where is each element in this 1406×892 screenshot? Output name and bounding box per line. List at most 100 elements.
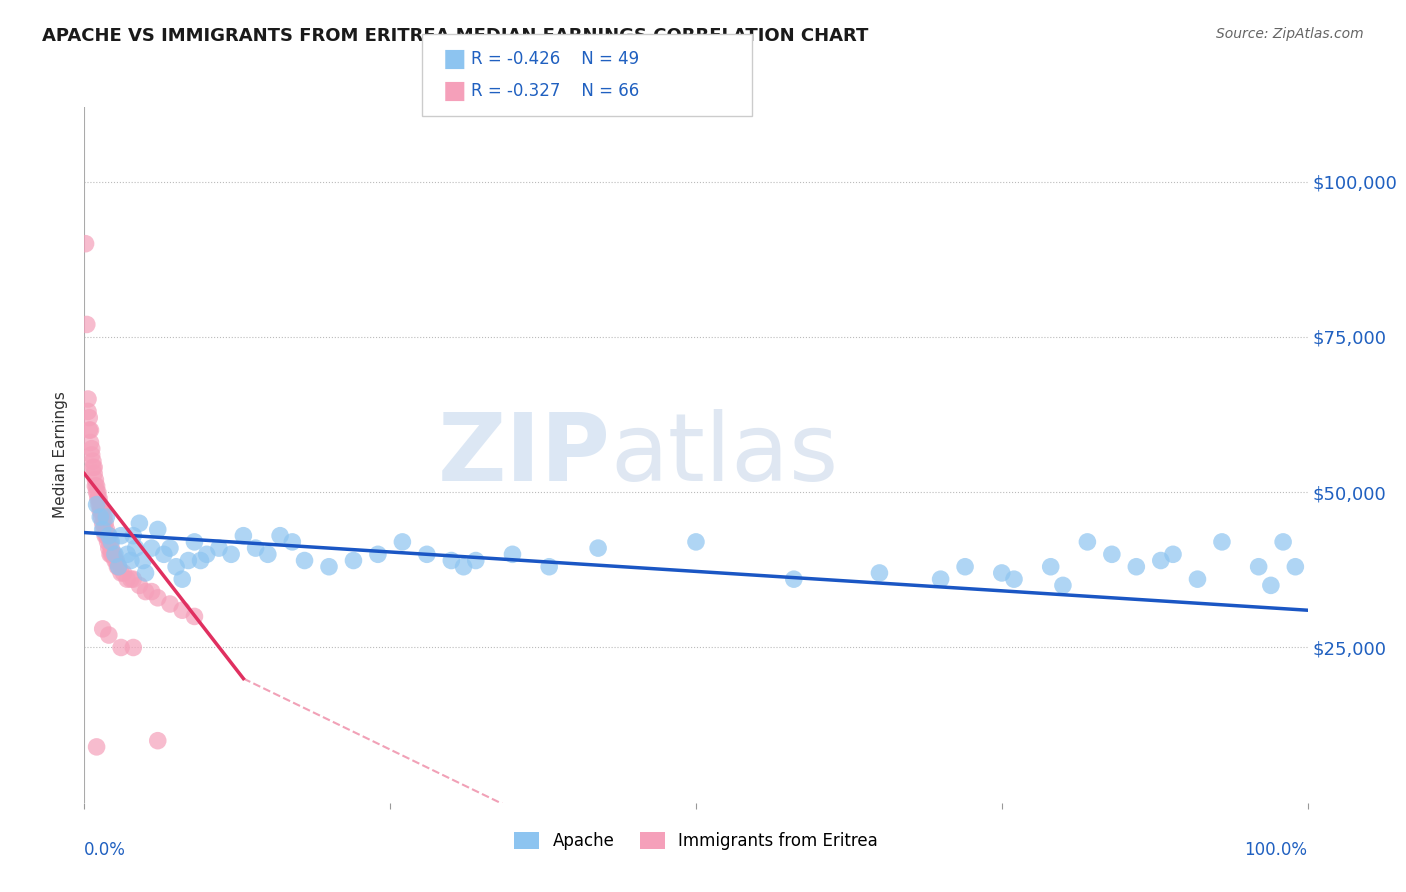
- Point: [110, 529, 132, 543]
- Point: [98, 534, 121, 549]
- Point: [107, 559, 129, 574]
- Point: [91, 523, 114, 537]
- Point: [132, 553, 155, 567]
- Point: [75, 236, 97, 251]
- Point: [128, 578, 150, 592]
- Point: [83, 460, 105, 475]
- Point: [82, 460, 104, 475]
- Point: [91, 504, 114, 518]
- Point: [105, 559, 128, 574]
- Point: [190, 553, 212, 567]
- Point: [86, 498, 108, 512]
- Point: [318, 559, 340, 574]
- Point: [1039, 559, 1062, 574]
- Point: [159, 597, 181, 611]
- Point: [269, 529, 291, 543]
- Point: [115, 572, 138, 586]
- Point: [257, 547, 280, 561]
- Point: [183, 609, 205, 624]
- Point: [1187, 572, 1209, 586]
- Point: [84, 473, 107, 487]
- Text: 0.0%: 0.0%: [84, 841, 127, 859]
- Point: [97, 541, 120, 555]
- Point: [991, 566, 1014, 580]
- Point: [87, 491, 110, 506]
- Point: [110, 566, 132, 580]
- Point: [153, 547, 176, 561]
- Point: [90, 510, 112, 524]
- Point: [77, 404, 100, 418]
- Point: [97, 529, 120, 543]
- Point: [953, 559, 976, 574]
- Point: [219, 547, 242, 561]
- Point: [502, 547, 524, 561]
- Point: [100, 541, 122, 555]
- Point: [294, 553, 316, 567]
- Point: [87, 485, 110, 500]
- Point: [1101, 547, 1123, 561]
- Text: 100.0%: 100.0%: [1244, 841, 1308, 859]
- Point: [172, 572, 194, 586]
- Point: [342, 553, 364, 567]
- Point: [172, 603, 194, 617]
- Point: [97, 529, 120, 543]
- Point: [146, 733, 169, 747]
- Point: [1125, 559, 1147, 574]
- Point: [586, 541, 609, 555]
- Point: [94, 529, 117, 543]
- Point: [1247, 559, 1270, 574]
- Point: [100, 547, 122, 561]
- Point: [128, 516, 150, 531]
- Point: [91, 516, 114, 531]
- Point: [104, 547, 127, 561]
- Point: [112, 566, 135, 580]
- Point: [83, 467, 105, 481]
- Text: ZIP: ZIP: [437, 409, 610, 501]
- Point: [97, 628, 120, 642]
- Point: [1284, 559, 1306, 574]
- Point: [93, 523, 115, 537]
- Point: [1161, 547, 1184, 561]
- Point: [135, 584, 157, 599]
- Point: [232, 529, 254, 543]
- Point: [183, 534, 205, 549]
- Point: [146, 523, 169, 537]
- Point: [122, 529, 145, 543]
- Point: [146, 591, 169, 605]
- Point: [1260, 578, 1282, 592]
- Point: [135, 566, 157, 580]
- Point: [685, 534, 707, 549]
- Point: [1052, 578, 1074, 592]
- Point: [79, 423, 101, 437]
- Point: [100, 534, 122, 549]
- Text: ■: ■: [443, 47, 467, 70]
- Point: [1002, 572, 1025, 586]
- Point: [77, 423, 100, 437]
- Point: [1272, 534, 1295, 549]
- Point: [141, 584, 163, 599]
- Point: [87, 498, 110, 512]
- Point: [1211, 534, 1233, 549]
- Point: [91, 622, 114, 636]
- Point: [783, 572, 806, 586]
- Point: [141, 541, 163, 555]
- Point: [77, 392, 100, 406]
- Point: [84, 479, 107, 493]
- Y-axis label: Median Earnings: Median Earnings: [53, 392, 69, 518]
- Point: [464, 553, 486, 567]
- Text: APACHE VS IMMIGRANTS FROM ERITREA MEDIAN EARNINGS CORRELATION CHART: APACHE VS IMMIGRANTS FROM ERITREA MEDIAN…: [42, 27, 869, 45]
- Point: [93, 510, 115, 524]
- Point: [104, 553, 127, 567]
- Text: atlas: atlas: [610, 409, 838, 501]
- Point: [453, 559, 475, 574]
- Point: [101, 547, 124, 561]
- Point: [538, 559, 561, 574]
- Point: [1076, 534, 1098, 549]
- Point: [120, 553, 142, 567]
- Point: [80, 448, 103, 462]
- Point: [96, 529, 118, 543]
- Point: [96, 523, 118, 537]
- Point: [177, 553, 200, 567]
- Point: [416, 547, 439, 561]
- Point: [90, 504, 112, 518]
